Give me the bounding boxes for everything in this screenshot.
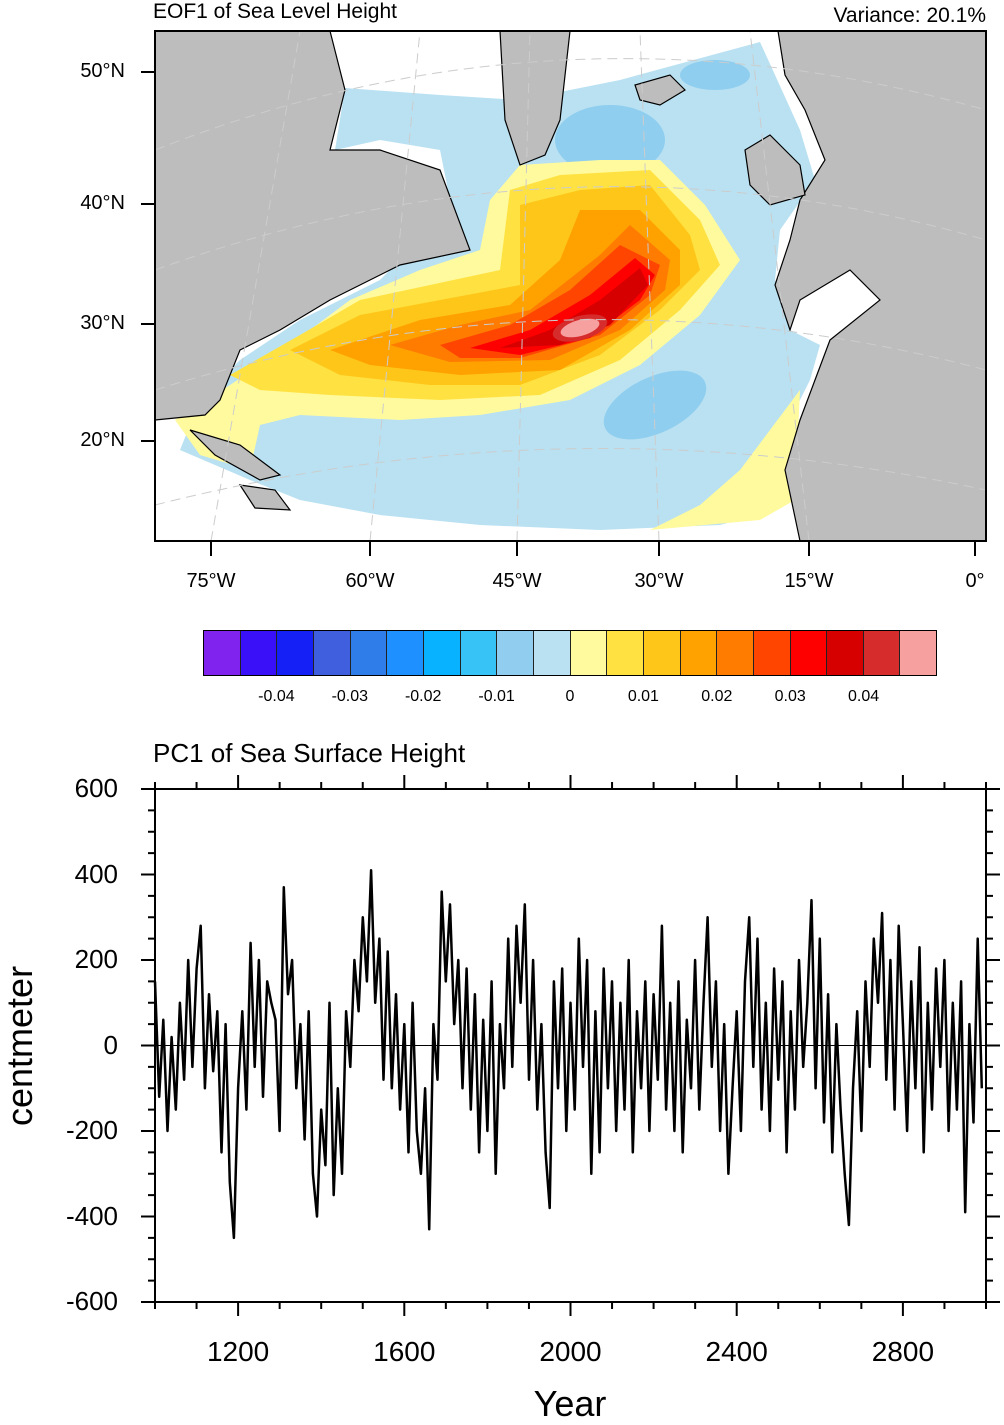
- colorbar-swatch: [497, 631, 534, 675]
- colorbar-swatch: [607, 631, 644, 675]
- lon-label: 0°: [965, 570, 985, 592]
- graticule: [155, 31, 986, 541]
- lon-label: 15°W: [784, 570, 834, 592]
- negative-anomaly-northeast: [680, 60, 750, 90]
- colorbar-swatch: [900, 631, 937, 675]
- positive-band-red2: [470, 258, 655, 355]
- y-tick-label: -400: [65, 1200, 118, 1231]
- colorbar-label: 0.02: [701, 688, 733, 705]
- hispaniola: [238, 484, 292, 511]
- colorbar-swatch: [680, 631, 718, 675]
- y-axis-label: centmeter: [0, 965, 40, 1126]
- pc1-series-line: [153, 868, 984, 1240]
- eof-map: [141, 30, 987, 556]
- colorbar-label: 0.01: [627, 688, 659, 705]
- colorbar-label: 0.03: [774, 688, 806, 705]
- positive-peak: [560, 318, 600, 338]
- y-tick-label: 400: [74, 858, 118, 889]
- positive-band-red1: [440, 245, 660, 358]
- colorbar-swatch: [533, 631, 571, 675]
- map-frame: [154, 30, 987, 542]
- iceland: [634, 74, 686, 106]
- colorbar-swatch: [863, 631, 901, 675]
- x-tick-label: 2000: [539, 1336, 602, 1367]
- colorbar-label: -0.02: [404, 688, 442, 705]
- lat-label: 30°N: [80, 312, 125, 334]
- x-tick-label: 1600: [373, 1336, 436, 1367]
- negative-anomaly-north: [555, 105, 665, 175]
- colorbar-label: -0.03: [331, 688, 369, 705]
- british-isles: [744, 134, 806, 206]
- timeseries-title: PC1 of Sea Surface Height: [153, 738, 466, 768]
- y-tick-label: -200: [65, 1115, 118, 1145]
- colorbar-swatch: [277, 631, 314, 675]
- cuba: [189, 429, 282, 481]
- colorbar-swatch: [790, 631, 828, 675]
- colorbar-swatch: [423, 631, 461, 675]
- variance-label: Variance: 20.1%: [833, 4, 986, 27]
- x-tick-label: 2400: [705, 1336, 768, 1367]
- lat-label: 20°N: [80, 429, 125, 451]
- map-title: EOF1 of Sea Level Height: [153, 0, 397, 23]
- colorbar-swatch: [204, 631, 241, 675]
- y-tick-label: -600: [65, 1286, 118, 1316]
- colorbar-swatch: [313, 631, 351, 675]
- lon-label: 75°W: [186, 570, 236, 592]
- lat-label: 40°N: [80, 192, 125, 214]
- lat-label: 50°N: [80, 60, 125, 82]
- colorbar-swatch: [717, 631, 754, 675]
- colorbar-label: -0.01: [478, 688, 515, 705]
- colorbar-label: -0.04: [258, 688, 295, 705]
- x-axis-label: Year: [533, 1383, 607, 1424]
- colorbar: [203, 630, 937, 676]
- colorbar-swatch: [643, 631, 681, 675]
- europe-africa: [774, 31, 986, 541]
- y-tick-label: 0: [103, 1029, 118, 1060]
- x-tick-label: 1200: [206, 1336, 270, 1367]
- colorbar-label: 0: [565, 688, 575, 705]
- colorbar-swatch: [570, 631, 608, 675]
- colorbar-swatch: [460, 631, 498, 675]
- colorbar-swatch: [350, 631, 388, 675]
- colorbar-label: 0.04: [848, 688, 880, 705]
- x-tick-label: 2800: [871, 1336, 935, 1367]
- ocean-south-yellow: [650, 390, 800, 530]
- y-tick-label: 600: [74, 773, 118, 803]
- land: [155, 31, 986, 541]
- y-tick-label: 200: [74, 944, 118, 974]
- greenland: [499, 31, 571, 166]
- lon-label: 30°W: [634, 570, 684, 592]
- colorbar-swatch: [240, 631, 278, 675]
- lon-label: 60°W: [345, 570, 395, 592]
- lon-label: 45°W: [492, 570, 542, 592]
- colorbar-swatch: [387, 631, 424, 675]
- negative-anomaly-south: [603, 370, 707, 440]
- map-ticks: [141, 71, 976, 556]
- colorbar-swatch: [753, 631, 791, 675]
- north-america: [155, 31, 471, 421]
- colorbar-swatch: [827, 631, 864, 675]
